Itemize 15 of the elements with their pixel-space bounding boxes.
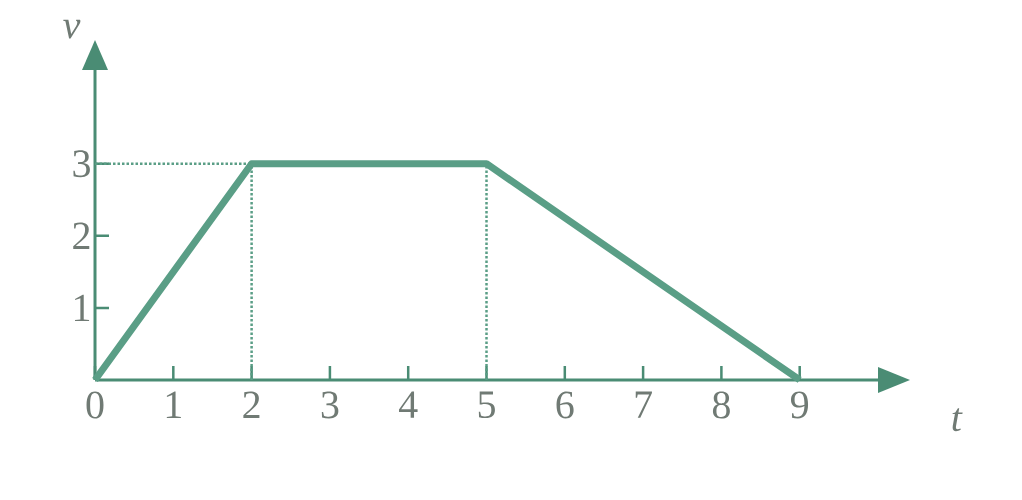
x-tick-label: 6 — [556, 391, 574, 419]
x-tick-label: 7 — [635, 391, 652, 418]
x-tick-label: 1 — [166, 391, 181, 418]
x-tick-label: 9 — [790, 391, 809, 419]
x-tick-label: 4 — [398, 391, 418, 418]
x-axis-title: t — [952, 408, 963, 432]
x-tick-label: 0 — [86, 391, 104, 419]
x-tick-label: 3 — [321, 391, 339, 419]
y-tick-label: 2 — [73, 222, 90, 250]
y-tick-label: 3 — [73, 150, 90, 178]
x-tick-label: 5 — [478, 391, 495, 419]
y-axis-title: v — [63, 19, 81, 39]
x-tick-label: 2 — [243, 391, 260, 418]
y-tick-label: 1 — [74, 294, 90, 322]
x-tick-label: 8 — [712, 391, 730, 419]
